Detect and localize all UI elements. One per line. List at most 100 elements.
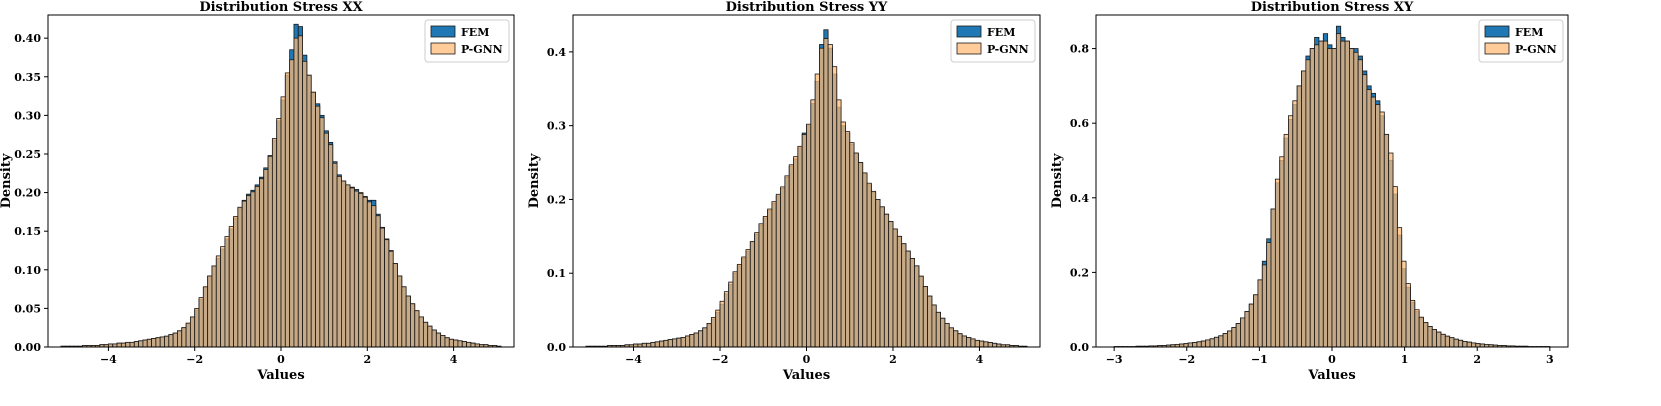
bar: [664, 340, 668, 347]
legend-swatch-p-gnn: [1485, 43, 1509, 54]
bar: [380, 228, 384, 347]
bar: [979, 341, 983, 347]
y-axis-label: Density: [527, 153, 542, 208]
bar: [441, 335, 445, 347]
bar: [677, 338, 681, 347]
bar: [203, 287, 207, 347]
bar: [1380, 112, 1384, 347]
bar: [432, 330, 436, 347]
bar: [389, 251, 393, 347]
legend-label: P-GNN: [461, 43, 503, 56]
bar: [647, 343, 651, 347]
y-tick-label: 0.6: [1070, 117, 1089, 130]
bar: [1354, 52, 1358, 347]
bar: [1258, 280, 1262, 347]
bar: [928, 296, 932, 347]
y-tick-label: 0.40: [14, 32, 41, 45]
bar: [841, 122, 845, 347]
bar: [216, 256, 220, 347]
bar: [1376, 105, 1380, 347]
bar: [354, 191, 358, 347]
bar: [208, 276, 212, 347]
series-p-gnn: [1114, 34, 1550, 347]
bar: [333, 163, 337, 347]
bar: [1236, 324, 1240, 348]
y-tick-label: 0.05: [14, 302, 41, 315]
bar: [1345, 41, 1349, 347]
bar: [1476, 344, 1480, 347]
bar: [1275, 179, 1279, 347]
bar: [1271, 209, 1275, 347]
bar: [449, 339, 453, 347]
bar: [1306, 60, 1310, 347]
bar: [298, 36, 302, 347]
bar: [1323, 41, 1327, 347]
bar: [1458, 340, 1462, 347]
bar: [1349, 49, 1353, 347]
bar: [277, 118, 281, 347]
bar: [668, 340, 672, 347]
legend-label: FEM: [987, 26, 1015, 39]
bar: [1432, 329, 1436, 347]
bar: [971, 339, 975, 347]
bar: [1467, 342, 1471, 347]
bar: [147, 339, 151, 347]
bar: [458, 341, 462, 347]
bar: [1424, 322, 1428, 347]
bar: [681, 337, 685, 347]
bar: [824, 39, 828, 347]
y-tick-label: 0.2: [547, 193, 566, 206]
y-tick-label: 0.4: [1070, 192, 1089, 205]
bar: [966, 337, 970, 347]
bar: [854, 153, 858, 347]
bar: [1341, 41, 1345, 347]
bar: [1389, 153, 1393, 347]
bar: [1262, 265, 1266, 347]
bar: [880, 207, 884, 347]
bar: [1410, 300, 1414, 347]
bar: [1437, 332, 1441, 347]
bar: [815, 74, 819, 347]
bar: [711, 317, 715, 347]
bar: [134, 342, 138, 347]
x-tick-label: 3: [1546, 353, 1554, 366]
bar: [845, 132, 849, 347]
legend-swatch-fem: [957, 26, 981, 37]
bar: [949, 328, 953, 347]
bar: [1371, 97, 1375, 347]
bar: [294, 38, 298, 347]
bar: [923, 287, 927, 348]
bar: [1219, 336, 1223, 347]
bar: [837, 100, 841, 347]
bar: [225, 237, 229, 347]
x-tick-label: 0: [1328, 353, 1336, 366]
bar: [359, 193, 363, 347]
bar: [1415, 310, 1419, 347]
bar: [182, 328, 186, 347]
bar: [750, 242, 754, 348]
y-tick-label: 0.8: [1070, 43, 1089, 56]
bar: [1254, 295, 1258, 347]
bar: [755, 233, 759, 347]
y-tick-label: 0.35: [14, 71, 41, 84]
chart-title: Distribution Stress XX: [199, 0, 363, 15]
y-tick-label: 0.00: [14, 341, 41, 354]
bar: [454, 340, 458, 347]
bar: [350, 188, 354, 347]
bar: [763, 216, 767, 347]
x-tick-label: 2: [363, 353, 371, 366]
bar: [962, 336, 966, 347]
bar: [385, 240, 389, 347]
bar: [724, 292, 728, 347]
bar: [212, 266, 216, 347]
bar: [1284, 134, 1288, 347]
bar: [363, 197, 367, 347]
bar: [1454, 339, 1458, 347]
y-tick-label: 0.3: [547, 120, 566, 133]
bar: [655, 342, 659, 347]
bar: [992, 343, 996, 347]
bar: [1363, 75, 1367, 347]
y-tick-label: 0.10: [14, 264, 41, 277]
